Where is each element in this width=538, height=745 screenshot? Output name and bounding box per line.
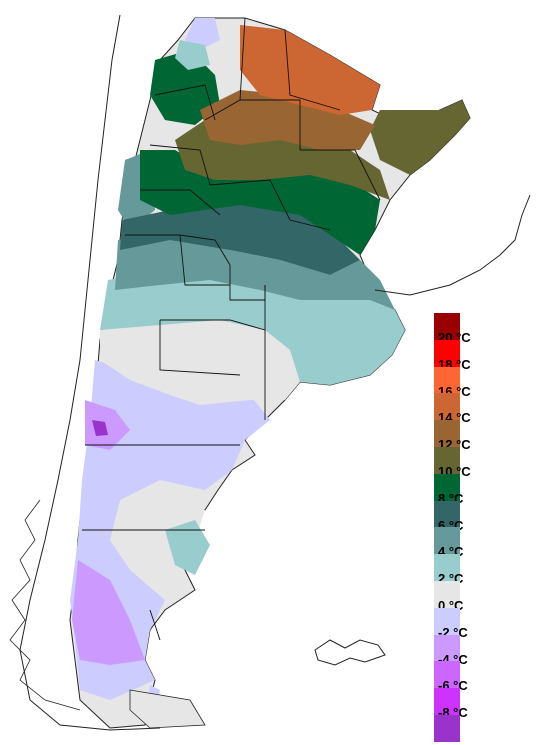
legend-row: 2 °C xyxy=(434,554,534,586)
zone-minus4 xyxy=(72,560,145,665)
legend-row: 16 °C xyxy=(434,366,534,399)
legend-swatch xyxy=(434,500,460,528)
legend-swatch xyxy=(434,420,460,447)
zone-2-coast xyxy=(165,520,210,575)
zone-zero-tdf xyxy=(129,689,206,729)
legend-row: 6 °C xyxy=(434,500,534,533)
zone-minus6 xyxy=(92,420,108,436)
zone-2-nw xyxy=(175,40,210,70)
legend-row: -6 °C xyxy=(434,661,534,693)
zone-zero-central xyxy=(100,320,300,405)
legend-row: 4 °C xyxy=(434,527,534,559)
legend-swatch xyxy=(434,580,460,608)
legend-swatch xyxy=(434,313,460,340)
legend-swatch xyxy=(434,688,460,715)
chile-islands xyxy=(9,499,81,711)
legend-swatch xyxy=(434,661,460,689)
legend-row xyxy=(434,714,534,742)
islands-outline xyxy=(314,639,386,666)
temperature-legend: 20 °C 18 °C 16 °C 14 °C 12 °C 10 °C 8 °C 6 °C 4 … xyxy=(434,313,534,742)
legend-swatch xyxy=(434,554,460,581)
province-borders xyxy=(82,17,381,641)
zone-6 xyxy=(120,200,360,275)
legend-row: 0 °C xyxy=(434,580,534,613)
legend-row: 12 °C xyxy=(434,420,534,452)
legend-swatch xyxy=(434,634,460,662)
zone-10-ne xyxy=(370,100,470,175)
legend-swatch xyxy=(434,393,460,421)
legend-swatch xyxy=(434,446,460,474)
legend-swatch xyxy=(434,473,460,501)
legend-swatch xyxy=(434,607,460,635)
legend-row: -2 °C xyxy=(434,607,534,640)
uruguay-coast xyxy=(374,194,531,296)
legend-row: -8 °C xyxy=(434,688,534,720)
legend-swatch xyxy=(434,714,460,742)
zone-minus2-nw xyxy=(185,18,220,50)
zone-12 xyxy=(200,90,375,150)
zone-14 xyxy=(240,25,380,115)
legend-row: -4 °C xyxy=(434,634,534,667)
chile-coastline xyxy=(19,14,161,731)
legend-row: 10 °C xyxy=(434,446,534,479)
zone-minus4-north xyxy=(85,400,130,450)
legend-row: 20 °C xyxy=(434,313,534,345)
zone-8-north xyxy=(150,50,220,125)
legend-row: 14 °C xyxy=(434,393,534,425)
legend-swatch xyxy=(434,366,460,394)
zone-4 xyxy=(115,235,395,310)
legend-swatch xyxy=(434,527,460,555)
legend-row: 8 °C xyxy=(434,473,534,506)
legend-swatch xyxy=(434,339,460,367)
legend-row: 18 °C xyxy=(434,339,534,372)
